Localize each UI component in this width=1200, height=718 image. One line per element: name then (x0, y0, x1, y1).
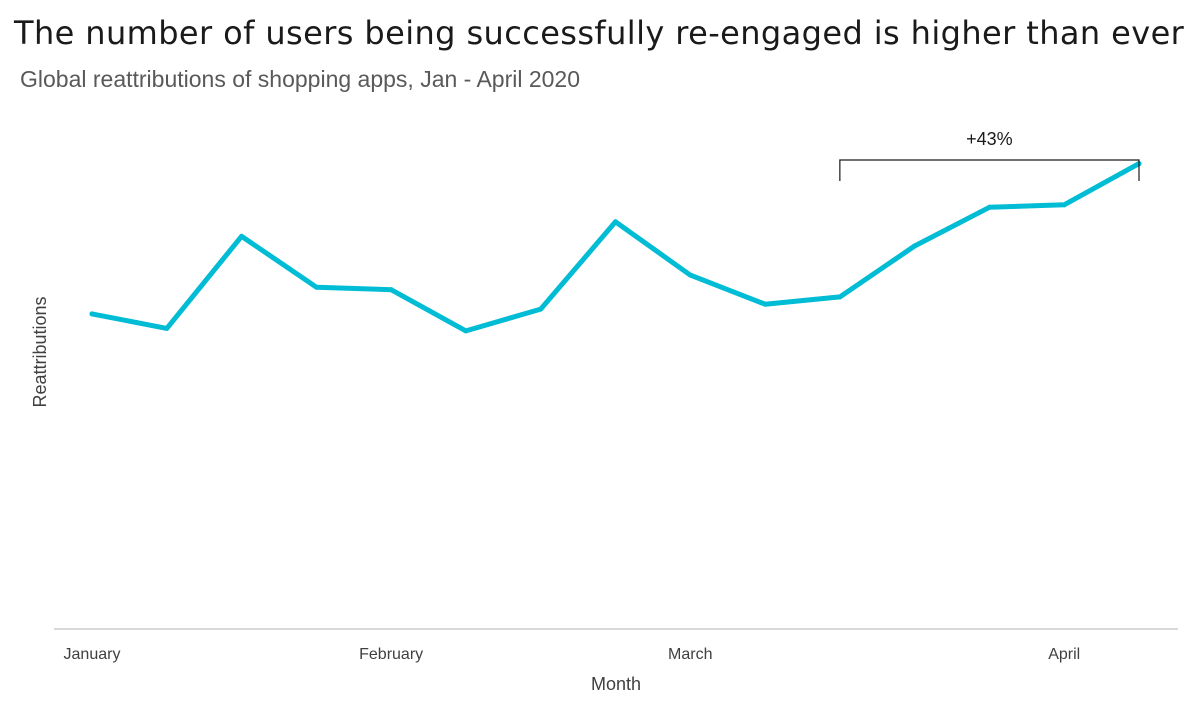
data-point (837, 294, 843, 300)
data-point (463, 328, 469, 334)
data-point (986, 204, 992, 210)
series-line-reattributions (89, 161, 1142, 334)
data-point (1061, 202, 1067, 208)
x-tick-label: April (1048, 646, 1080, 663)
data-point (687, 272, 693, 278)
data-point (388, 287, 394, 293)
data-point (239, 233, 245, 239)
data-point (89, 311, 95, 317)
x-tick-labels: January February March April (64, 646, 1081, 663)
series-points (89, 161, 1142, 334)
x-tick-label: February (359, 646, 423, 663)
growth-bracket (839, 159, 1140, 181)
data-point (313, 284, 319, 290)
data-point (912, 243, 918, 249)
data-point (164, 325, 170, 331)
data-point (762, 301, 768, 307)
x-tick-label: January (64, 646, 121, 663)
chart-subtitle: Global reattributions of shopping apps, … (20, 66, 581, 92)
x-axis-label: Month (591, 674, 641, 694)
chart-title: The number of users being successfully r… (14, 14, 1185, 52)
growth-annotation: +43% (966, 129, 1013, 149)
data-point (613, 219, 618, 225)
x-tick-label: March (668, 646, 712, 663)
data-point (538, 306, 544, 312)
y-axis-label: Reattributions (30, 296, 50, 407)
